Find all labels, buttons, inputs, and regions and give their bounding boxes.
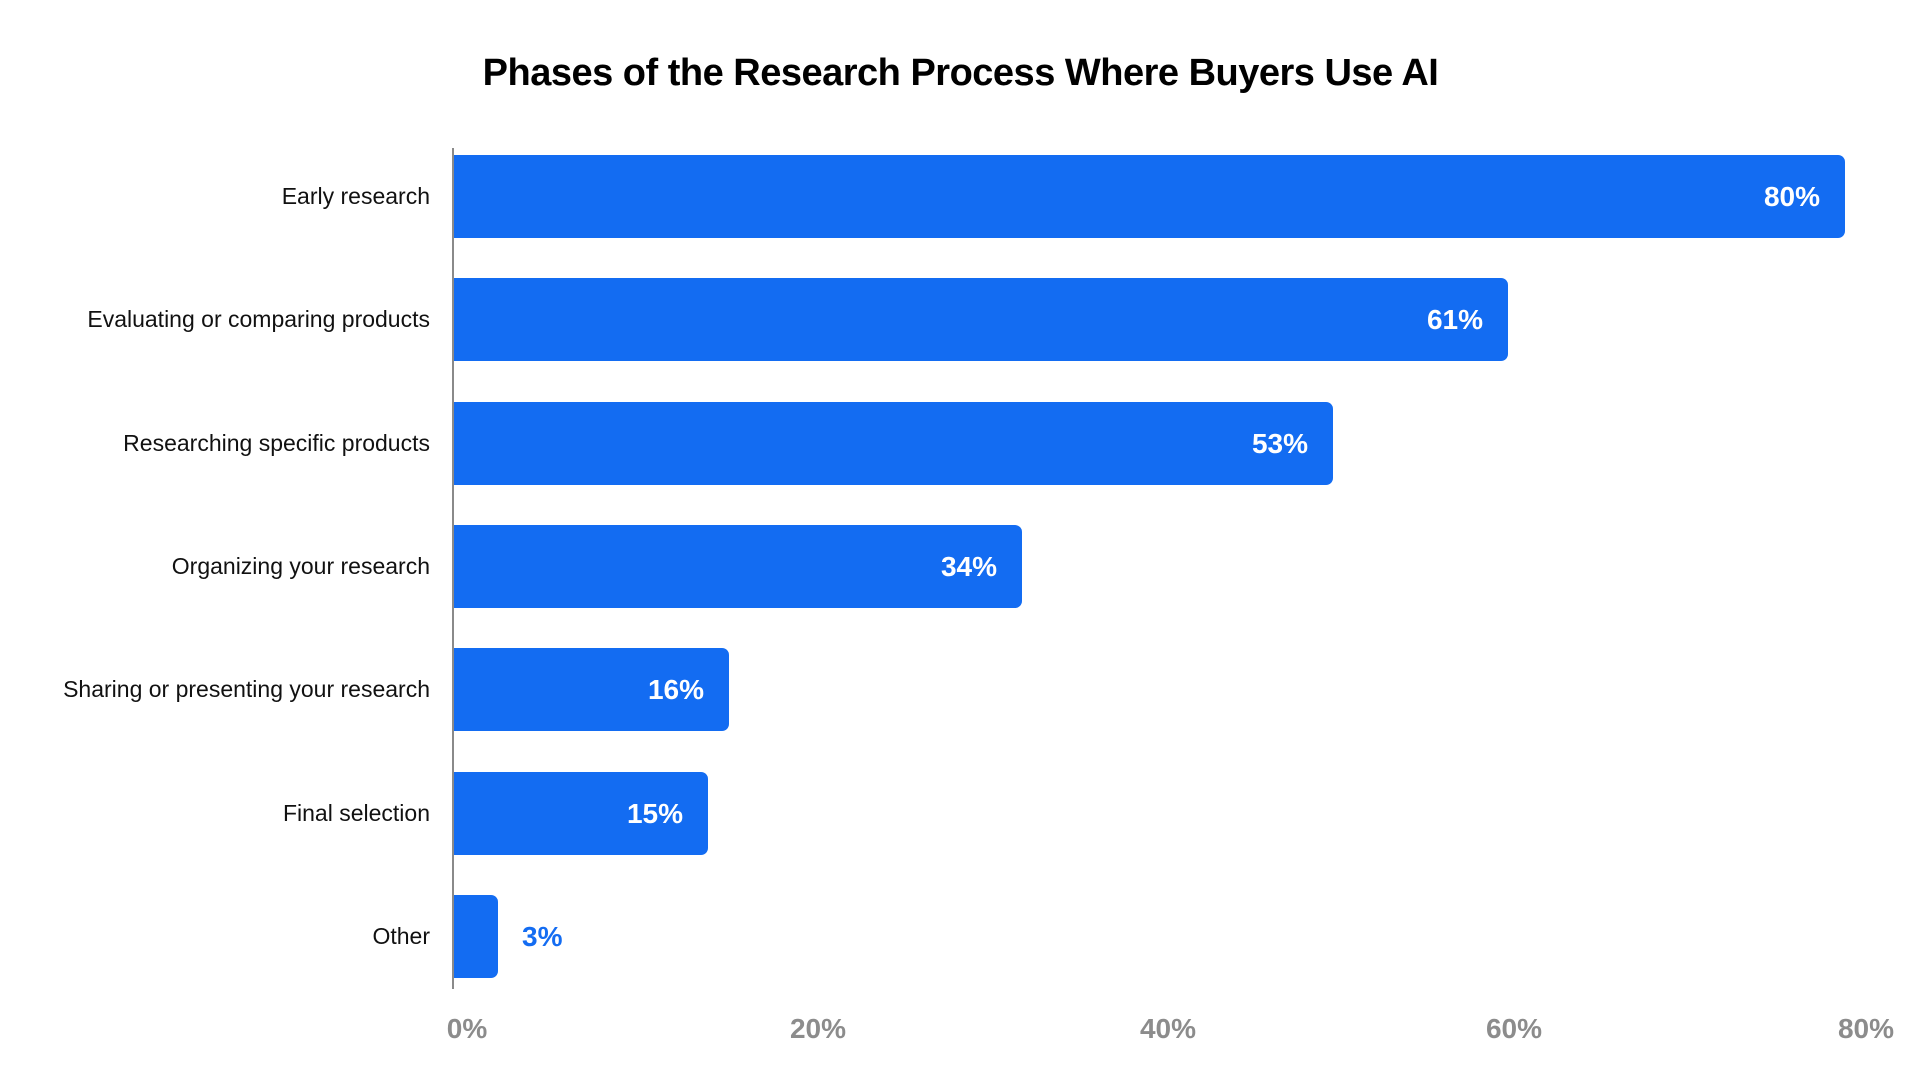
y-axis-line [452, 148, 454, 989]
category-label: Other [372, 923, 430, 949]
value-label: 3% [522, 921, 563, 952]
x-tick-label: 20% [789, 1013, 847, 1044]
x-tick-label: 80% [1837, 1013, 1895, 1044]
bar: 16% [454, 648, 729, 731]
bar [454, 895, 498, 978]
bar: 34% [454, 525, 1022, 608]
x-tick-label: 0% [446, 1013, 488, 1044]
bar: 53% [454, 402, 1333, 485]
category-label: Early research [281, 183, 430, 209]
value-label: 34% [940, 551, 997, 582]
x-tick-label: 40% [1139, 1013, 1197, 1044]
category-label: Organizing your research [171, 553, 430, 579]
bar: 15% [454, 772, 708, 855]
value-label: 53% [1251, 428, 1308, 459]
x-tick-label: 60% [1485, 1013, 1543, 1044]
bar: 80% [454, 155, 1845, 238]
category-label: Evaluating or comparing products [87, 306, 430, 332]
category-label: Final selection [282, 800, 430, 826]
value-label: 15% [626, 798, 683, 829]
value-label: 61% [1426, 304, 1483, 335]
bar: 61% [454, 278, 1508, 361]
category-label: Sharing or presenting your research [63, 676, 430, 702]
category-label: Researching specific products [123, 430, 430, 456]
chart-title: Phases of the Research Process Where Buy… [482, 52, 1439, 94]
value-label: 16% [647, 674, 704, 705]
value-label: 80% [1763, 181, 1820, 212]
